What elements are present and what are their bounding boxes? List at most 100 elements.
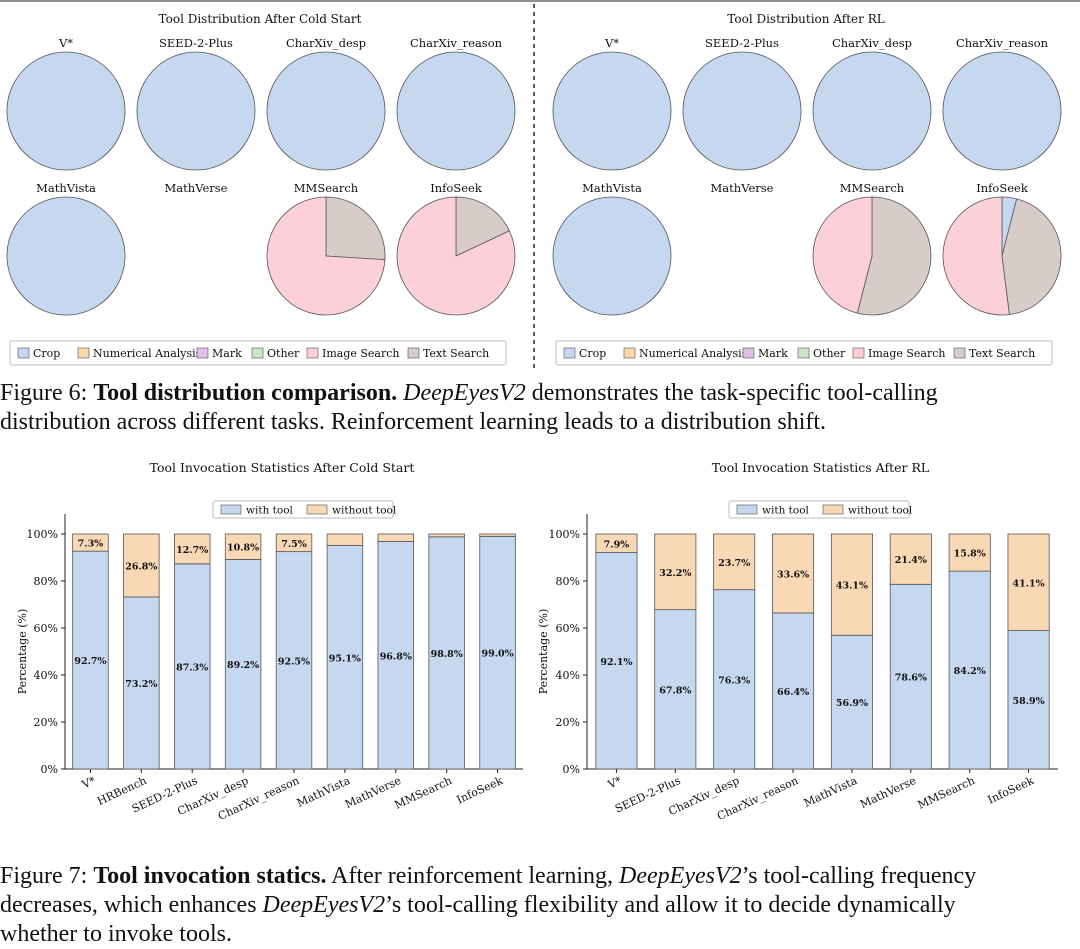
figure6-title: Tool distribution comparison. — [93, 380, 398, 406]
figure6-caption-text-line2: distribution across different tasks. Rei… — [0, 409, 827, 435]
pie-slice-text-search — [455, 196, 510, 257]
figure7-caption-text-line3: whether to invoke tools. — [0, 921, 232, 947]
rl-bars-legend: with tool without tool — [728, 500, 913, 519]
rl-pies-pie-mmsearch: MMSearch — [812, 181, 932, 316]
pie-slice-crop — [552, 196, 672, 316]
legend-swatch-other — [251, 347, 264, 359]
pie-title: MathVista — [582, 181, 642, 195]
figure7-title: Tool invocation statics. — [93, 863, 327, 889]
data-label-without-tool: 10.8% — [227, 543, 259, 554]
bar-without-tool-hrbench — [123, 533, 160, 598]
rl-pies-pie-mathverse: MathVerse — [711, 181, 774, 195]
legend-swatch-numerical-analysis — [623, 347, 636, 359]
x-tick-label-v: V* — [79, 774, 98, 792]
data-label-with-tool: 76.3% — [718, 675, 750, 686]
legend-label-numerical-analysis: Numerical Analysis — [639, 347, 748, 360]
pie-title: InfoSeek — [430, 181, 483, 195]
bar-with-tool-mathverse — [377, 541, 414, 770]
x-tick-label-mathverse: MathVerse — [343, 774, 403, 811]
data-label-with-tool: 96.8% — [380, 651, 412, 662]
figure7-caption-text: After reinforcement learning, — [331, 863, 614, 889]
pie-slice-text-search — [856, 196, 932, 316]
data-label-without-tool: 41.1% — [1012, 578, 1044, 589]
legend-swatch-other — [797, 347, 810, 359]
bar-without-tool-mmsearch — [948, 533, 991, 572]
bar-without-tool-mmsearch — [428, 533, 465, 538]
data-label-with-tool: 87.3% — [176, 662, 208, 673]
bar-without-tool-charxiv-reason — [772, 533, 815, 614]
bar-with-tool-mathvista — [830, 634, 873, 770]
data-label-with-tool: 58.9% — [1012, 696, 1044, 707]
pie-title: CharXiv_reason — [956, 36, 1049, 50]
data-label-with-tool: 78.6% — [895, 673, 927, 684]
rl-pies-title: Tool Distribution After RL — [727, 12, 884, 26]
figure7-caption-text-line2: decreases, which enhances — [0, 892, 257, 918]
x-tick-label-mmsearch: MMSearch — [393, 774, 454, 812]
pie-slice-image-search — [812, 196, 873, 314]
bar-without-tool-v — [72, 533, 109, 552]
bar-without-tool-mathverse — [889, 533, 932, 585]
legend-label-text-search: Text Search — [969, 347, 1035, 360]
legend-label-with-tool: with tool — [762, 505, 810, 517]
cold-start-pies-title: Tool Distribution After Cold Start — [159, 12, 362, 26]
bar-without-tool-charxiv-reason — [275, 533, 313, 553]
legend-swatch-without-tool — [306, 504, 328, 515]
legend-swatch-mark — [196, 347, 209, 359]
figure7-caption-text-b: ’s tool-calling frequency — [741, 863, 977, 889]
bar-with-tool-infoseek — [1007, 630, 1050, 770]
data-label-without-tool: 7.5% — [281, 539, 307, 550]
rl-pies-pie-v: V* — [552, 36, 672, 171]
data-label-without-tool: 21.4% — [895, 555, 927, 566]
data-label-without-tool: 32.2% — [659, 568, 691, 579]
bar-without-tool-seed-2-plus — [174, 533, 211, 565]
data-label-without-tool: 15.8% — [954, 549, 986, 560]
x-tick-label-mathverse: MathVerse — [858, 774, 918, 811]
legend-swatch-crop — [17, 347, 30, 359]
rl-pies-legend: Crop Numerical Analysis Mark Other Image Sea… — [555, 340, 1053, 366]
pie-slice-image-search — [396, 196, 516, 316]
bar-without-tool-mathverse — [377, 533, 414, 542]
pie-title: MathVerse — [165, 181, 228, 195]
rl-bars-title: Tool Invocation Statistics After RL — [712, 460, 929, 475]
legend-swatch-numerical-analysis — [77, 347, 90, 359]
pie-title: SEED-2-Plus — [159, 36, 233, 50]
legend-label-image-search: Image Search — [868, 347, 946, 360]
legend-label-other: Other — [267, 347, 300, 360]
rl-pies-pie-infoseek: InfoSeek — [942, 181, 1062, 316]
cold-start-pies-legend: Crop Numerical Analysis Mark Other Image Sea… — [9, 340, 507, 366]
figure6-label: Figure 6: — [0, 380, 88, 406]
bar-with-tool-seed-2-plus — [174, 563, 211, 770]
y-axis-label: Percentage (%) — [16, 609, 29, 695]
data-label-without-tool: 7.9% — [604, 539, 630, 550]
legend-label-crop: Crop — [33, 347, 60, 360]
rl-pies-pie-charxiv-reason: CharXiv_reason — [942, 36, 1062, 171]
legend-swatch-with-tool — [736, 504, 758, 515]
cold-start-bars-legend: with tool without tool — [212, 500, 397, 519]
data-label-with-tool: 92.1% — [600, 657, 632, 668]
legend-label-without-tool: without tool — [848, 505, 913, 517]
y-tick-label: 20% — [34, 716, 58, 729]
bar-with-tool-v — [72, 550, 109, 770]
bar-with-tool-infoseek — [479, 535, 516, 770]
legend-label-other: Other — [813, 347, 846, 360]
legend-swatch-with-tool — [220, 504, 242, 515]
data-label-without-tool: 23.7% — [718, 558, 750, 569]
pie-title: V* — [58, 36, 73, 50]
bar-with-tool-mmsearch — [948, 570, 991, 770]
data-label-with-tool: 95.1% — [329, 653, 361, 664]
pie-title: MMSearch — [840, 181, 905, 195]
data-label-with-tool: 56.9% — [836, 698, 868, 709]
data-label-with-tool: 66.4% — [777, 687, 809, 698]
y-tick-label: 60% — [34, 622, 58, 635]
cold-start-pies-pie-charxiv-reason: CharXiv_reason — [396, 36, 516, 171]
data-label-without-tool: 43.1% — [836, 581, 868, 592]
bar-with-tool-hrbench — [123, 596, 160, 770]
bar-with-tool-charxiv-reason — [275, 551, 313, 770]
data-label-with-tool: 99.0% — [481, 649, 513, 660]
data-label-without-tool: 33.6% — [777, 569, 809, 580]
x-tick-label-mathvista: MathVista — [802, 774, 860, 810]
pie-title: CharXiv_reason — [410, 36, 503, 50]
legend-label-numerical-analysis: Numerical Analysis — [93, 347, 202, 360]
figure6-caption: Figure 6: Tool distribution comparison. … — [0, 379, 938, 437]
